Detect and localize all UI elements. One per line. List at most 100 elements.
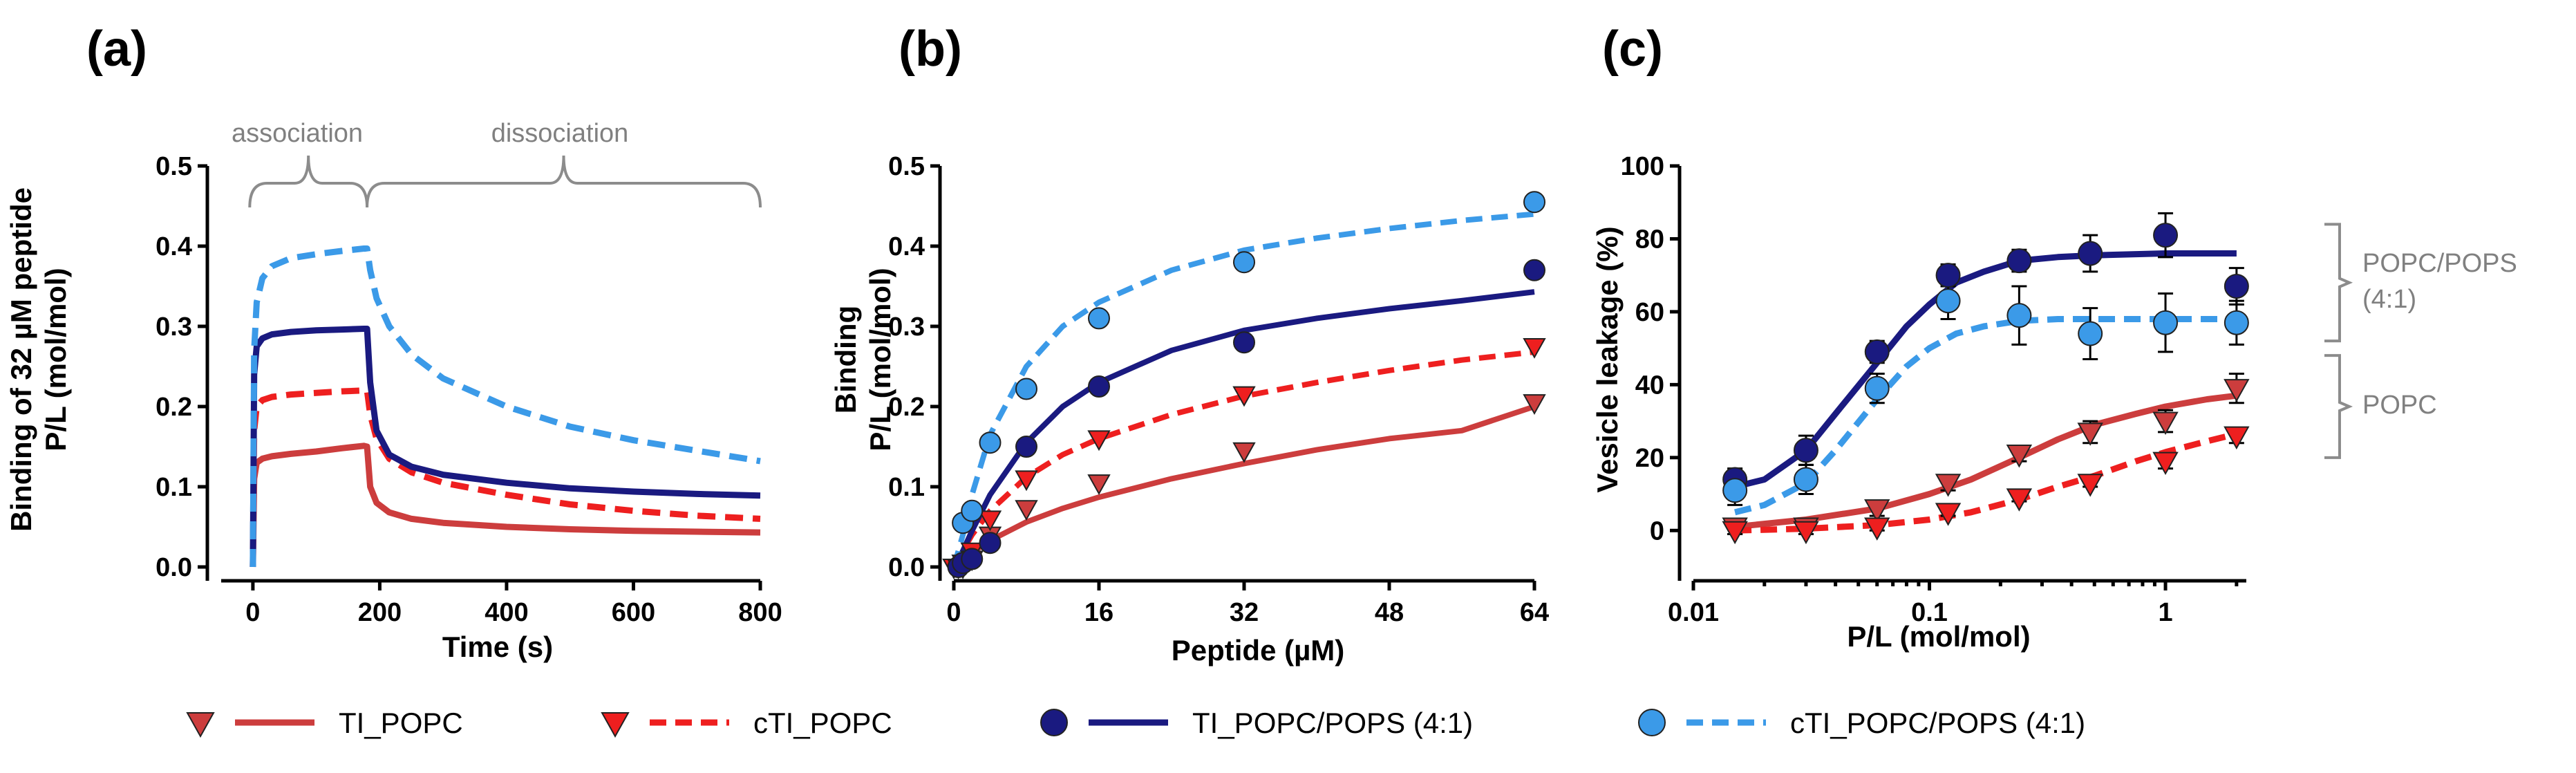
panel-b-point-cti-popc-pops-4-1 (961, 499, 984, 522)
panel-c-point-cti-popc (2152, 451, 2179, 475)
panel-a-line-ti-popc (250, 443, 761, 568)
panel-c-label: (c) (1602, 21, 1663, 77)
association-brace (248, 155, 369, 208)
legend-label: cTI_POPC (753, 707, 892, 739)
panel-c-point-ti-popc (2077, 422, 2103, 446)
legend-marker (601, 712, 630, 738)
panel-c-point-ti-popc (1864, 499, 1890, 523)
panel-b-point-ti-popc (1523, 394, 1546, 415)
panel-c-fit-ti-popc (1734, 392, 2237, 530)
panel-c-point-ti-popc-pops-4-1 (2153, 223, 2179, 248)
panel-b-point-ti-popc-pops-4-1 (979, 532, 1002, 555)
panel-b-ytick-label: 0.5 (888, 152, 925, 181)
panel-c-point-ti-popc-pops-4-1 (1864, 339, 1890, 364)
panel-a-xtick-label: 0 (245, 598, 260, 627)
panel-c-point-ti-popc-pops-4-1 (2078, 241, 2103, 266)
panel-b-xtick-label: 16 (1084, 598, 1113, 627)
panel-a-label: (a) (86, 21, 147, 77)
panel-c-xtick-label: 0.01 (1668, 598, 1719, 627)
panel-c-point-cti-popc-pops-4-1 (2153, 310, 2179, 335)
panel-c: (c) 0 20 40 60 80 100 0.01 0.1 1 Vesicle leakage… (1591, 21, 2517, 653)
panel-b-ytick-label: 0.0 (888, 553, 925, 582)
panel-c-point-ti-popc-pops-4-1 (2224, 274, 2249, 299)
panel-c-point-cti-popc-pops-4-1 (2078, 321, 2103, 346)
panel-b-point-cti-popc (978, 510, 1002, 532)
panel-c-point-ti-popc (2152, 411, 2179, 435)
legend: TI_POPC cTI_POPC TI_POPC/POPS (4:1) cTI_POP… (186, 707, 2085, 739)
pops-bracket (2324, 223, 2353, 343)
panel-b-point-cti-popc-pops-4-1 (979, 431, 1002, 454)
panel-a-braces (248, 155, 762, 208)
panel-c-point-ti-popc (1935, 474, 1962, 497)
panel-a-ytick-label: 0.5 (156, 152, 192, 181)
panel-b-label: (b) (899, 21, 962, 77)
panel-b-point-cti-popc-pops-4-1 (1233, 251, 1255, 274)
dissociation-brace (366, 155, 762, 208)
panel-c-point-cti-popc (2224, 426, 2250, 450)
panel-b-ylabel-line2: P/L (mol/mol) (864, 268, 896, 451)
panel-a-series (250, 245, 761, 568)
panel-c-ytick-label: 20 (1635, 444, 1664, 473)
legend-label: TI_POPC (339, 707, 463, 739)
panel-b-fit-cti-popc-pops-4-1 (951, 211, 1535, 568)
panel-b-ytick-label: 0.2 (888, 393, 925, 422)
panel-a-axes: 0.0 0.1 0.2 0.3 0.4 0.5 0 200 400 600 800 (156, 152, 782, 627)
legend-label: TI_POPC/POPS (4:1) (1192, 707, 1473, 739)
panel-c-ytick-label: 100 (1621, 152, 1664, 181)
association-label: association (232, 119, 363, 148)
panel-c-ylabel: Vesicle leakage (%) (1591, 226, 1624, 492)
panel-b-xtick-label: 32 (1230, 598, 1259, 627)
panel-a-ytick-label: 0.3 (156, 313, 192, 342)
panel-a-ylabel-line1: Binding of 32 µM peptide (5, 187, 37, 532)
panel-c-point-ti-popc (2006, 445, 2033, 468)
panel-c-point-ti-popc-pops-4-1 (2006, 248, 2032, 274)
panel-b-xlabel: Peptide (µM) (1172, 634, 1345, 667)
panel-c-axes: 0 20 40 60 80 100 0.01 0.1 1 (1621, 152, 2246, 627)
panel-c-ytick-label: 80 (1635, 225, 1664, 254)
panel-c-point-cti-popc-pops-4-1 (1793, 467, 1818, 492)
panel-b-point-cti-popc (1087, 430, 1111, 451)
panel-a-line-ti-popc-pops-4-1 (250, 326, 761, 568)
panel-b-point-ti-popc (1087, 474, 1111, 495)
legend-item-ti-popc: TI_POPC (186, 707, 463, 739)
panel-c-point-cti-popc-pops-4-1 (1864, 375, 1890, 401)
panel-a-line-cti-popc-pops-4-1 (250, 245, 761, 568)
panel-c-point-cti-popc-pops-4-1 (2224, 310, 2249, 335)
panel-a-ytick-label: 0.2 (156, 393, 192, 422)
panel-c-brackets (2324, 223, 2353, 459)
panel-b-point-cti-popc-pops-4-1 (1523, 191, 1545, 214)
panel-b-point-ti-popc (1232, 442, 1256, 463)
bracket-label-pops-line1: POPC/POPS (2362, 249, 2517, 278)
panel-a-xtick-label: 800 (738, 598, 782, 627)
panel-b-axes: 0.0 0.1 0.2 0.3 0.4 0.5 0 16 32 48 64 (888, 152, 1549, 627)
panel-a-line-cti-popc (250, 387, 761, 568)
panel-c-xlabel: P/L (mol/mol) (1847, 620, 2030, 653)
panel-c-point-cti-popc-pops-4-1 (1722, 478, 1748, 503)
panel-b-xtick-label: 64 (1520, 598, 1549, 627)
panel-c-xtick-label: 1 (2158, 598, 2172, 627)
panel-b-point-ti-popc-pops-4-1 (961, 548, 984, 570)
panel-c-point-ti-popc (2224, 379, 2250, 402)
bracket-label-popc: POPC (2362, 391, 2437, 420)
panel-a-xtick-label: 600 (612, 598, 655, 627)
panel-c-fit-cti-popc (1734, 431, 2237, 534)
panel-b-point-cti-popc (1232, 386, 1256, 407)
panel-b-point-ti-popc-pops-4-1 (1233, 331, 1255, 354)
panel-b-ytick-label: 0.3 (888, 313, 925, 342)
panel-b-point-ti-popc-pops-4-1 (1088, 375, 1110, 398)
panel-a-xtick-label: 400 (485, 598, 528, 627)
popc-bracket (2324, 354, 2353, 459)
dissociation-label: dissociation (491, 119, 629, 148)
panel-b-point-cti-popc (1523, 337, 1546, 359)
legend-marker (1638, 709, 1666, 736)
legend-item-cti-popc: cTI_POPC (601, 707, 892, 739)
panel-b-xtick-label: 0 (946, 598, 961, 627)
panel-a: (a) 0.0 0.1 0.2 0.3 0.4 0.5 0 200 400 600 800 Bind… (5, 21, 782, 663)
panel-c-ytick-label: 40 (1635, 371, 1664, 400)
panel-c-xtick-label: 0.1 (1911, 598, 1948, 627)
panel-c-series (1722, 212, 2250, 545)
legend-item-ti-popc-pops-4-1: TI_POPC/POPS (4:1) (1040, 707, 1473, 739)
legend-marker (1040, 709, 1068, 736)
panel-c-point-cti-popc (1793, 521, 1819, 545)
